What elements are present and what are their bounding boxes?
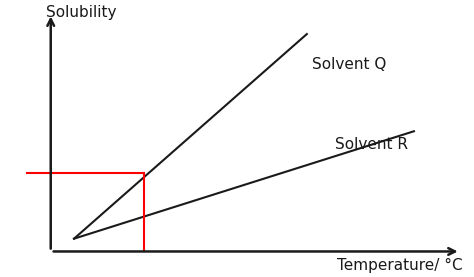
Text: Temperature/ °C: Temperature/ °C bbox=[337, 258, 463, 273]
Text: Solvent Q: Solvent Q bbox=[311, 57, 386, 72]
Text: Solvent R: Solvent R bbox=[335, 137, 408, 152]
Text: Solubility: Solubility bbox=[46, 5, 117, 20]
